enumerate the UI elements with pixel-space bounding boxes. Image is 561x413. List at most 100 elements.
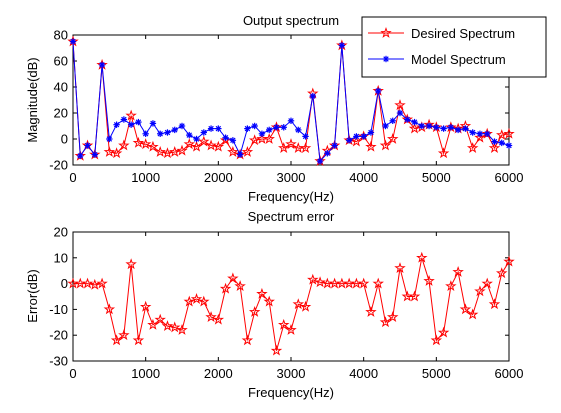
data-point-1-0-53 [452,265,464,277]
x-axis-label-1: Frequency(Hz) [248,189,334,204]
data-point-1-0-2 [81,277,94,289]
x-tick-label: 2000 [204,170,233,185]
data-point-0-1-51 [440,125,447,132]
data-point-0-1-29 [280,124,287,131]
y-tick-label: 0 [61,276,68,291]
data-point-0-1-35 [324,150,331,157]
data-point-0-0-25 [248,134,261,146]
x-tick-label: 2000 [204,366,233,381]
x-tick-label: 4000 [349,170,378,185]
data-point-1-0-58 [488,298,501,310]
data-point-1-0-26 [256,287,268,299]
data-point-0-1-6 [113,121,120,128]
data-point-1-0-44 [387,311,399,323]
data-point-0-0-16 [183,138,195,150]
legend-box [361,16,547,78]
x-tick-label: 3000 [277,366,306,381]
y-tick-label: 10 [54,250,68,265]
y-axis-label-2: Error(dB) [25,269,40,322]
data-point-0-1-7 [120,116,128,123]
data-point-0-1-12 [157,130,164,137]
y-ticks-2: -30 -20 -10 0 10 20 [49,225,509,369]
data-point-1-0-45 [394,262,406,273]
data-point-0-1-41 [367,129,375,136]
data-point-1-0-29 [278,318,290,330]
data-point-0-0-9 [132,136,145,148]
data-point-0-0-15 [176,144,188,156]
data-point-0-1-25 [251,122,258,130]
data-point-0-0-14 [169,145,181,157]
data-point-1-0-22 [227,272,239,284]
data-point-1-0-7 [118,329,130,341]
data-point-0-1-49 [425,122,433,130]
data-point-0-1-30 [287,117,295,124]
data-point-0-1-13 [164,129,171,136]
data-point-0-0-55 [466,142,479,153]
data-point-1-0-16 [183,295,195,307]
data-point-0-1-2 [84,142,91,149]
data-point-0-1-11 [149,120,157,127]
data-point-0-0-30 [285,138,297,150]
data-point-0-1-59 [498,139,505,147]
data-point-1-0-48 [416,251,428,263]
data-point-0-1-58 [491,138,498,145]
y-tick-label: 20 [54,106,68,121]
data-point-1-0-33 [307,273,319,285]
data-point-0-1-43 [382,122,389,130]
legend-marker-shape [380,26,392,38]
data-point-0-1-38 [345,137,353,144]
x-tick-label: 4000 [349,366,378,381]
data-point-1-0-52 [445,280,457,292]
data-point-0-1-50 [433,124,440,131]
y-tick-label: 60 [54,54,68,69]
data-point-0-1-5 [106,135,113,143]
data-point-0-1-0 [69,38,77,45]
data-point-0-0-5 [103,145,116,157]
data-point-1-0-18 [198,295,210,307]
data-point-0-1-45 [396,109,404,117]
data-point-1-0-11 [147,318,159,330]
y-tick-label: 0 [61,132,68,147]
data-point-1-0-12 [154,313,166,325]
data-point-1-0-34 [314,276,326,288]
data-point-0-0-60 [503,127,515,139]
data-point-0-1-48 [418,122,425,130]
x-tick-label: 5000 [422,170,451,185]
data-point-0-0-17 [190,140,203,152]
y-tick-label: 80 [54,28,68,43]
data-point-1-0-20 [212,313,225,325]
data-point-0-1-37 [338,42,346,49]
data-point-0-0-39 [350,135,363,147]
data-point-1-0-30 [285,324,297,335]
x-ticks-2: 0 1000 2000 3000 4000 5000 6000 [69,232,523,381]
data-point-0-1-1 [77,152,84,160]
x-tick-label: 1000 [131,366,160,381]
data-point-1-0-55 [466,308,479,320]
data-point-0-0-6 [110,147,123,159]
data-point-0-0-12 [154,145,166,157]
series-line-1-0 [73,257,510,351]
data-point-0-1-31 [295,126,302,134]
data-point-0-1-24 [244,125,251,132]
data-point-0-0-56 [474,131,486,143]
data-point-0-0-20 [212,140,225,152]
data-point-1-0-56 [474,285,486,297]
data-point-0-1-52 [447,124,455,131]
data-point-0-1-39 [353,133,360,140]
data-point-1-0-25 [248,305,261,317]
data-point-1-0-54 [459,303,472,315]
data-point-0-1-17 [193,135,200,143]
data-point-0-1-14 [171,126,178,134]
data-point-0-1-32 [302,133,309,140]
x-axis-label-2: Frequency(Hz) [248,385,334,400]
y-tick-label: 40 [54,80,68,95]
data-point-0-1-47 [411,118,418,126]
data-point-1-0-24 [241,334,254,346]
series-layer-2 [67,251,515,356]
data-point-0-0-47 [408,122,421,134]
x-tick-label: 6000 [495,170,524,185]
x-tick-label: 0 [69,366,76,381]
data-point-0-1-34 [316,157,324,165]
legend-marker-model [382,55,390,63]
y-axis-label-1: Magnitude(dB) [25,57,40,142]
